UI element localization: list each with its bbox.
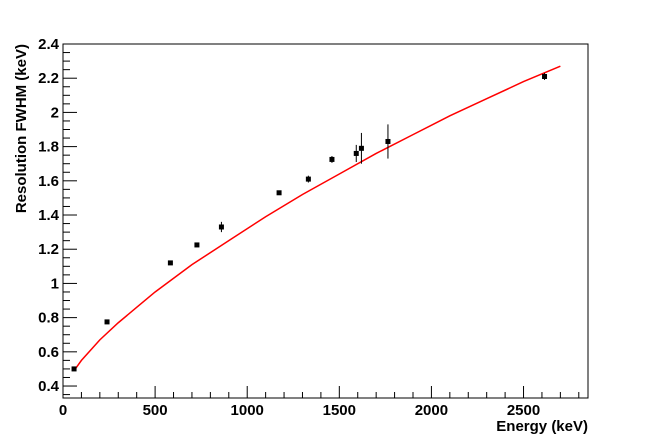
plot-frame: [62, 43, 589, 399]
y-axis-ticks: 0.4 0.6 0.8 1 1.2 1.4 1.6 1.8 2 2.2 2.4: [38, 36, 77, 396]
data-point: [353, 144, 359, 162]
data-point: [329, 156, 335, 163]
x-tick-label: 2000: [415, 402, 448, 419]
y-axis-title: Resolution FWHM (keV): [13, 44, 30, 213]
point-marker: [358, 145, 364, 151]
y-tick-label: 2.2: [38, 70, 59, 87]
data-point: [358, 132, 364, 164]
data-point: [71, 366, 77, 372]
x-tick-label: 0: [59, 402, 67, 419]
data-point: [276, 190, 282, 196]
y-tick-label: 2: [51, 104, 59, 121]
data-point: [305, 175, 311, 183]
x-tick-label: 500: [143, 402, 168, 419]
point-marker: [353, 150, 359, 156]
y-tick-label: 0.6: [38, 344, 59, 361]
point-marker: [167, 260, 173, 266]
x-axis-ticks: 0 500 1000 1500 2000 2500: [59, 386, 580, 419]
point-marker: [542, 73, 548, 79]
point-marker: [385, 138, 391, 144]
point-marker: [218, 224, 224, 230]
point-marker: [194, 242, 200, 248]
y-tick-label: 1.8: [38, 139, 59, 156]
point-marker: [329, 156, 335, 162]
x-tick-label: 1000: [231, 402, 264, 419]
point-marker: [104, 319, 110, 325]
y-tick-label: 1: [51, 275, 59, 292]
x-tick-label: 2500: [507, 402, 540, 419]
x-tick-label: 1500: [323, 402, 356, 419]
data-point: [542, 73, 548, 80]
data-point: [218, 221, 224, 233]
y-tick-label: 1.2: [38, 241, 59, 258]
y-tick-label: 2.4: [38, 36, 60, 53]
data-point: [104, 319, 110, 325]
data-points: [71, 73, 548, 372]
x-axis-title: Energy (keV): [496, 418, 588, 435]
y-tick-label: 1.4: [38, 207, 60, 224]
fit-curve: [73, 65, 561, 372]
y-tick-label: 1.6: [38, 173, 59, 190]
point-marker: [71, 366, 77, 372]
data-point: [385, 124, 391, 159]
data-point: [194, 242, 200, 248]
point-marker: [305, 176, 311, 182]
data-point: [167, 260, 173, 266]
y-tick-label: 0.8: [38, 310, 59, 327]
y-tick-label: 0.4: [38, 378, 60, 395]
point-marker: [276, 190, 282, 196]
